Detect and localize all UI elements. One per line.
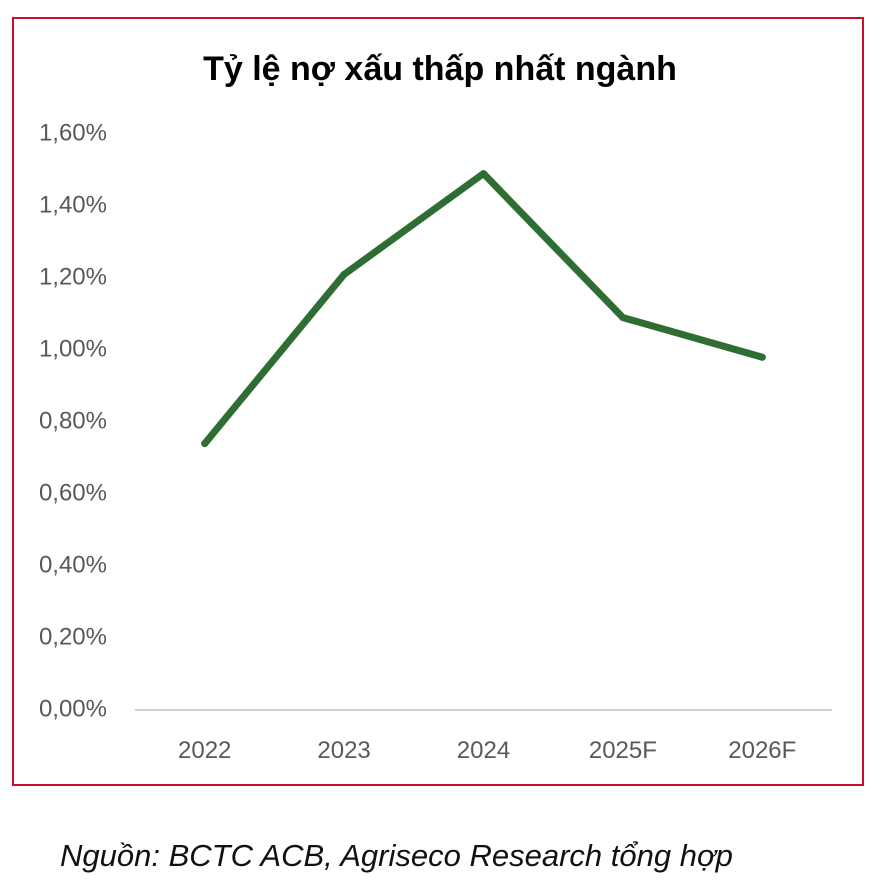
y-tick-label: 0,60%	[39, 479, 107, 506]
y-tick-label: 0,40%	[39, 551, 107, 578]
y-tick-label: 0,80%	[39, 407, 107, 434]
x-tick-label: 2023	[317, 737, 370, 764]
x-axis-tick-labels: 2022 2023 2024 2025F 2026F	[178, 737, 796, 764]
data-point	[340, 270, 348, 278]
y-tick-label: 1,00%	[39, 335, 107, 362]
y-axis-tick-labels: 0,00% 0,20% 0,40% 0,60% 0,80% 1,00% 1,20% 1,40%…	[39, 119, 107, 722]
y-tick-label: 1,40%	[39, 191, 107, 218]
y-tick-label: 0,20%	[39, 623, 107, 650]
series-group	[201, 170, 766, 448]
y-tick-label: 1,60%	[39, 119, 107, 146]
data-point	[758, 353, 766, 361]
source-note: Nguồn: BCTC ACB, Agriseco Research tổng …	[60, 838, 733, 873]
series-line	[201, 170, 766, 448]
x-tick-label: 2025F	[589, 737, 657, 764]
chart-title: Tỷ lệ nợ xấu thấp nhất ngành	[203, 50, 677, 88]
x-tick-label: 2026F	[728, 737, 796, 764]
data-point	[480, 170, 487, 178]
chart-frame	[12, 17, 864, 786]
x-tick-label: 2024	[457, 737, 510, 764]
data-point	[619, 314, 627, 322]
line-chart: Tỷ lệ nợ xấu thấp nhất ngành 0,00%0,20%0…	[39, 50, 832, 764]
data-point	[201, 440, 209, 448]
y-tick-label: 0,00%	[39, 695, 107, 722]
y-tick-label: 1,20%	[39, 263, 107, 290]
x-tick-label: 2022	[178, 737, 231, 764]
